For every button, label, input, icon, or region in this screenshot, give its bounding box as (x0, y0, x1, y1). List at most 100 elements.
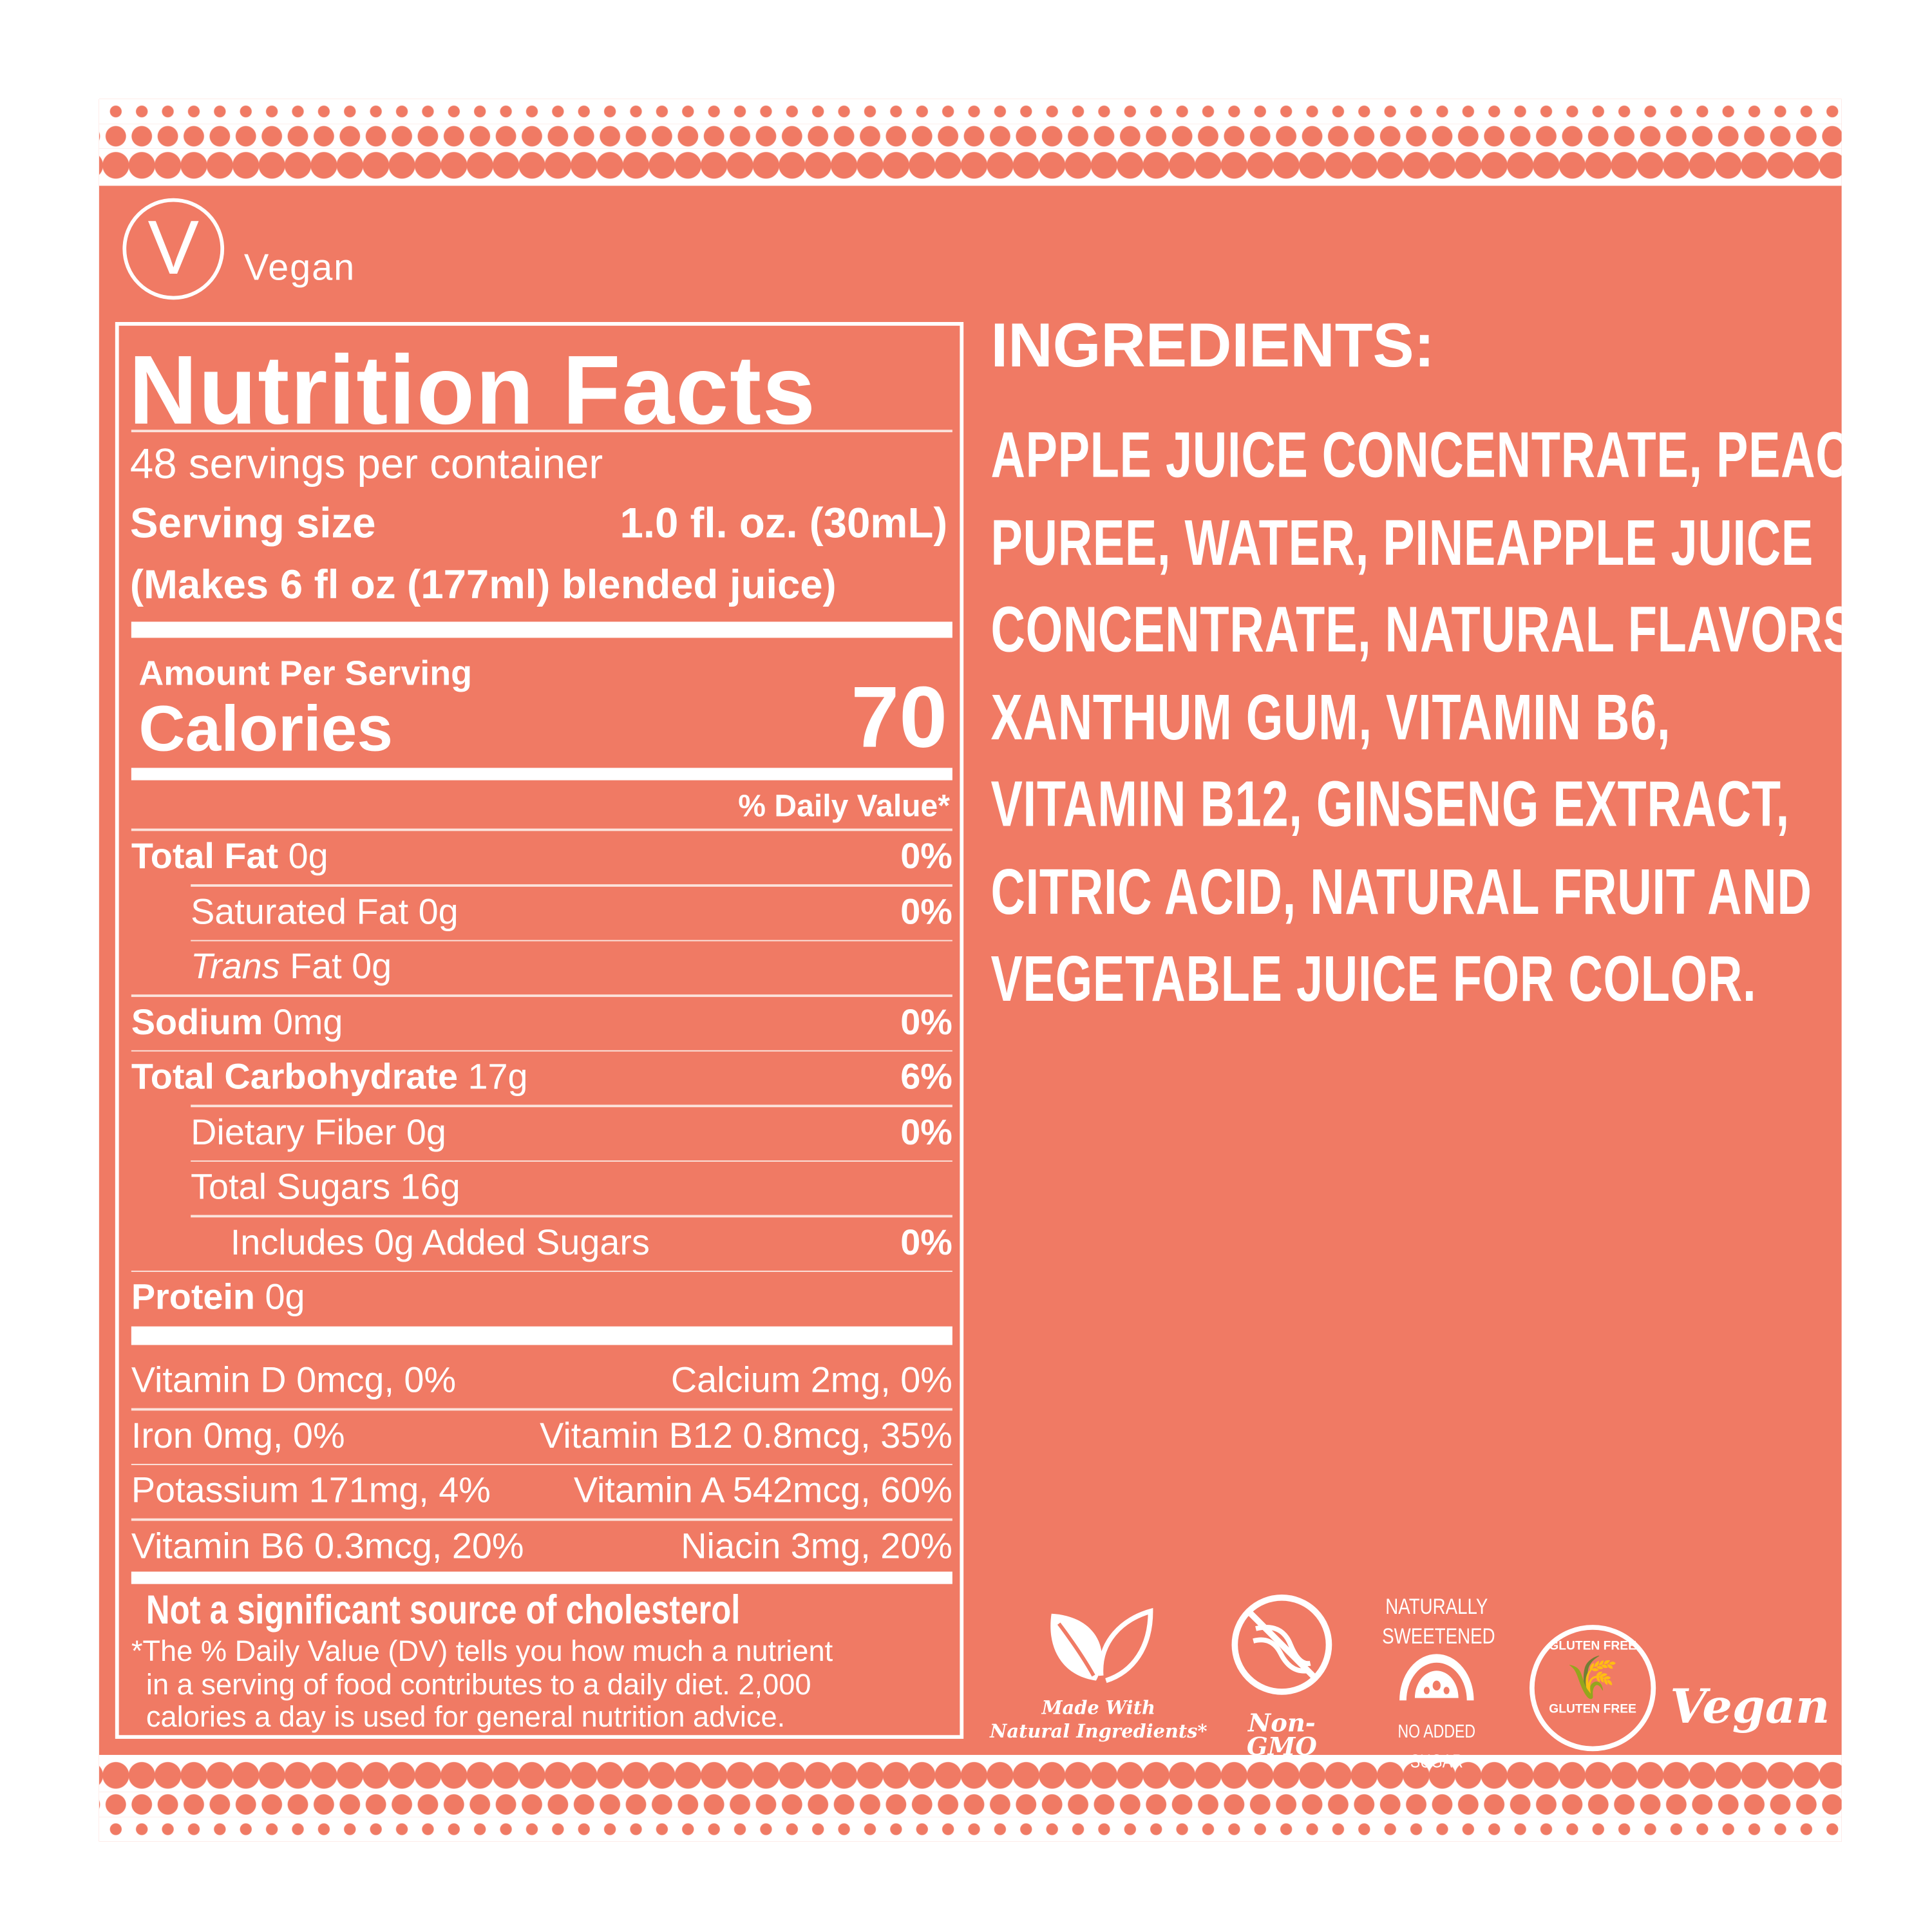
badge-text: GLUTEN FREE (1549, 1640, 1636, 1654)
footnote: *The % Daily Value (DV) tells you how mu… (131, 1634, 833, 1733)
ingredients-line: CONCENTRATE, NATURAL FLAVORS, (990, 594, 1842, 667)
nutrient-dv: 0% (900, 1223, 952, 1263)
ingredients-line: APPLE JUICE CONCENTRATE, PEACH (990, 419, 1842, 492)
serving-size-value: 1.0 fl. oz. (30mL) (620, 500, 948, 548)
vitamin-right: Niacin 3mg, 20% (681, 1526, 952, 1566)
ingredients-line: VITAMIN B12, GINSENG EXTRACT, (990, 769, 1790, 841)
dot-border-top (99, 148, 1842, 186)
dot-border-bottom (99, 1792, 1842, 1817)
vitamin-right: Vitamin A 542mcg, 60% (573, 1471, 952, 1511)
nutrient-name: Protein (131, 1278, 255, 1318)
servings-per-container: 48 servings per container (129, 440, 603, 488)
nutrient-amount: Fat 0g (279, 947, 392, 987)
divider (131, 1571, 952, 1584)
nutrient-row: Trans Fat 0g (131, 940, 952, 995)
nutrient-dv: 0% (900, 1112, 952, 1153)
vitamin-left: Vitamin D 0mcg, 0% (131, 1361, 457, 1401)
nutrient-row: Includes 0g Added Sugars 0% (131, 1216, 952, 1271)
badge-text: SWEETENED (1382, 1624, 1495, 1649)
divider (191, 1215, 952, 1217)
nutrient-amount: Includes 0g Added Sugars (230, 1223, 650, 1263)
divider (191, 1159, 952, 1162)
divider (131, 1408, 952, 1410)
nutrient-amount: Saturated Fat 0g (191, 892, 459, 933)
dot-border-top (99, 124, 1842, 149)
badge-text: Made With (1041, 1696, 1155, 1719)
dot-border-bottom (99, 1755, 1842, 1792)
gluten-free-badge: GLUTEN FREE 🌾 GLUTEN FREE (1530, 1625, 1656, 1752)
nutrient-amount: 17g (458, 1057, 528, 1097)
dot-border-top (99, 99, 1842, 124)
divider (131, 1463, 952, 1466)
divider (191, 1104, 952, 1107)
wheat-icon: 🌾 (1566, 1654, 1619, 1702)
divider (131, 1270, 952, 1273)
vitamin-right: Vitamin B12 0.8mcg, 35% (540, 1416, 952, 1456)
divider (131, 1518, 952, 1520)
badge-text: NO ADDED SUGAR (1397, 1721, 1476, 1772)
no-dna-icon (1231, 1594, 1332, 1695)
divider (131, 1326, 952, 1345)
naturally-sweetened-badge: NATURALLY SWEETENED NO ADDED SUGAR (1382, 1591, 1495, 1777)
nutrient-amount: Total Sugars 16g (191, 1168, 460, 1208)
nutrient-amount: 0g (278, 837, 328, 877)
vitamin-row: Vitamin B6 0.3mcg, 20% Niacin 3mg, 20% (131, 1519, 952, 1574)
vitamin-row: Vitamin D 0mcg, 0% Calcium 2mg, 0% (131, 1354, 952, 1408)
serving-size-label: Serving size (129, 500, 376, 548)
vitamin-row: Potassium 171mg, 4% Vitamin A 542mcg, 60% (131, 1464, 952, 1519)
nutrient-name: Total Fat (131, 837, 279, 877)
divider (191, 884, 952, 886)
footnote-line: calories a day is used for general nutri… (146, 1700, 786, 1733)
nutrient-row: Sodium 0mg 0% (131, 995, 952, 1050)
ingredients-title: INGREDIENTS: (990, 310, 1435, 381)
nutrient-row: Saturated Fat 0g 0% (131, 885, 952, 940)
ingredients-line: VEGETABLE JUICE FOR COLOR. (990, 943, 1757, 1016)
nutrient-name: Sodium (131, 1002, 263, 1043)
makes-note: (Makes 6 fl oz (177ml) blended juice) (129, 561, 837, 607)
nutrient-row: Protein 0g (131, 1271, 952, 1325)
cholesterol-note: Not a significant source of cholesterol (146, 1586, 741, 1633)
natural-ingredients-badge: Made With Natural Ingredients* (989, 1604, 1209, 1743)
vitamin-row: Iron 0mg, 0% Vitamin B12 0.8mcg, 35% (131, 1409, 952, 1464)
nutrition-title: Nutrition Facts (129, 334, 817, 445)
nutrient-dv: 0% (900, 837, 952, 877)
vitamin-left: Potassium 171mg, 4% (131, 1471, 491, 1511)
vitamin-right: Calcium 2mg, 0% (670, 1361, 952, 1401)
vegan-label: Vegan (243, 247, 356, 289)
ingredients-line: CITRIC ACID, NATURAL FRUIT AND (990, 856, 1812, 929)
badge-text: NATURALLY (1385, 1594, 1488, 1619)
vegan-script-badge: Vegan (1670, 1678, 1830, 1734)
divider (131, 994, 952, 997)
nutrient-name: Total Carbohydrate (131, 1057, 459, 1097)
badge-text: Non-GMO (1246, 1707, 1317, 1761)
badge-text: Natural Ingredients* (990, 1720, 1208, 1743)
vitamin-left: Iron 0mg, 0% (131, 1416, 345, 1456)
nutrient-amount: 0mg (263, 1002, 343, 1043)
nutrient-row: Total Sugars 16g (131, 1160, 952, 1215)
nutrient-row: Total Carbohydrate 17g 6% (131, 1050, 952, 1105)
dot-border-bottom (99, 1817, 1842, 1842)
nutrition-facts-panel: Nutrition Facts 48 servings per containe… (115, 322, 964, 1739)
nutrient-dv: 0% (900, 1002, 952, 1043)
divider (131, 768, 952, 781)
ingredients-line: XANTHUM GUM, VITAMIN B6, (990, 681, 1671, 754)
nutrient-dv: 6% (900, 1057, 952, 1097)
footnote-line: in a serving of food contributes to a da… (146, 1667, 811, 1700)
calories-value: 70 (851, 668, 948, 766)
leaf-icon (1050, 1607, 1153, 1683)
nutrient-row: Total Fat 0g 0% (131, 829, 952, 884)
non-gmo-badge: Non-GMO (1220, 1591, 1343, 1759)
nutrient-name: Trans (191, 947, 280, 987)
ingredients-line: PUREE, WATER, PINEAPPLE JUICE (990, 507, 1814, 580)
vitamin-left: Vitamin B6 0.3mcg, 20% (131, 1526, 524, 1566)
nutrient-row: Dietary Fiber 0g 0% (131, 1105, 952, 1160)
nutrient-amount: 0g (254, 1278, 305, 1318)
calories-label: Calories (138, 693, 393, 766)
label-panel: V Vegan Nutrition Facts 48 servings per … (99, 99, 1842, 1842)
fruit-slice-icon (1399, 1654, 1474, 1701)
nutrient-dv: 0% (900, 892, 952, 933)
divider (131, 430, 952, 432)
divider (131, 621, 952, 638)
divider (131, 1049, 952, 1052)
daily-value-header: % Daily Value* (738, 789, 951, 824)
